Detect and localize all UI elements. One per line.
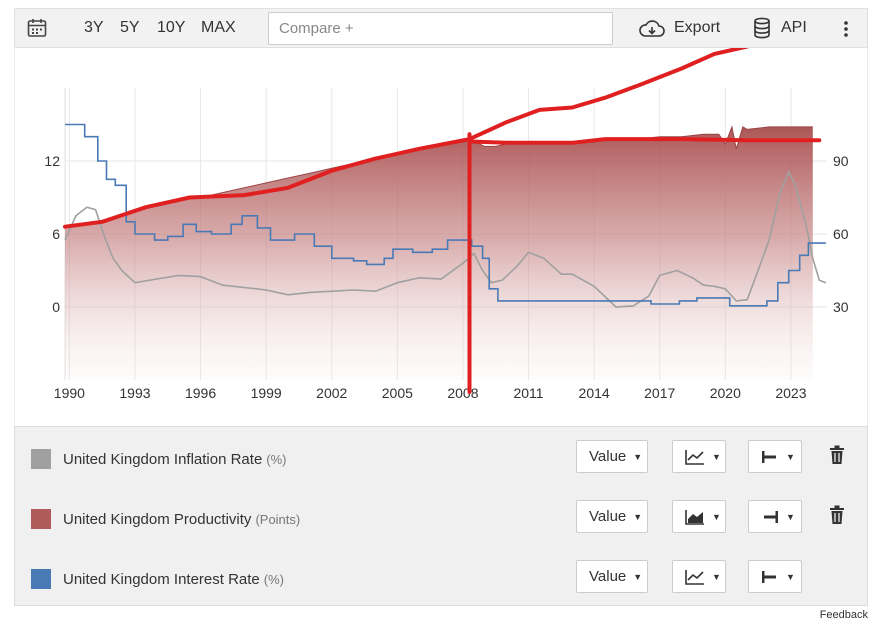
- axis-dropdown[interactable]: ▼: [748, 560, 802, 593]
- value-dropdown-label: Value: [589, 448, 627, 465]
- series-color-swatch[interactable]: [31, 569, 51, 589]
- line-chart-icon: [685, 569, 704, 585]
- export-button[interactable]: Export: [674, 19, 721, 36]
- red-annotation-strokes: [63, 48, 822, 394]
- inflation-rate-line: [64, 170, 827, 308]
- trash-icon[interactable]: [829, 505, 845, 525]
- legend-row-productivity: United Kingdom Productivity (Points) Valu…: [15, 487, 869, 547]
- series-color-swatch[interactable]: [31, 449, 51, 469]
- left-tick-label: 6: [52, 226, 60, 242]
- series-legend-panel: United Kingdom Inflation Rate (%) Value ▼ …: [14, 426, 868, 606]
- caret-down-icon: ▼: [712, 511, 721, 522]
- series-label: United Kingdom Inflation Rate (%): [63, 451, 287, 468]
- trash-icon[interactable]: [829, 445, 845, 465]
- series-color-swatch[interactable]: [31, 509, 51, 529]
- range-3y-button[interactable]: 3Y: [84, 19, 104, 36]
- right-tick-label: 30: [833, 299, 849, 315]
- caret-down-icon: ▼: [786, 511, 795, 522]
- caret-down-icon: ▼: [633, 511, 643, 522]
- x-tick-label: 2008: [447, 385, 478, 401]
- line-chart-icon: [685, 449, 704, 465]
- api-button[interactable]: API: [781, 19, 807, 36]
- cloud-download-icon[interactable]: [639, 19, 665, 39]
- chart-area: 1990 1993 1996 1999 2002 2005 2008 2011 2014 2017…: [14, 48, 868, 426]
- x-tick-label: 1996: [185, 385, 216, 401]
- series-label: United Kingdom Interest Rate (%): [63, 571, 284, 588]
- series-unit: (%): [266, 452, 287, 467]
- x-tick-label: 1999: [251, 385, 282, 401]
- calendar-icon[interactable]: [27, 18, 47, 38]
- x-tick-label: 1990: [54, 385, 85, 401]
- axis-right-icon: [764, 510, 778, 523]
- caret-down-icon: ▼: [786, 571, 795, 582]
- x-tick-label: 2011: [513, 385, 543, 401]
- value-dropdown[interactable]: Value ▼: [576, 560, 648, 593]
- trend-annotation-stroke: [63, 48, 749, 229]
- chart-svg[interactable]: 1990 1993 1996 1999 2002 2005 2008 2011 2014 2017…: [15, 48, 869, 426]
- productivity-line: [64, 125, 813, 228]
- value-dropdown[interactable]: Value ▼: [576, 440, 648, 473]
- chart-type-dropdown[interactable]: ▼: [672, 560, 726, 593]
- x-tick-label: 2020: [710, 385, 741, 401]
- right-tick-label: 90: [833, 153, 849, 169]
- axis-left-icon: [762, 450, 776, 463]
- chart-type-dropdown[interactable]: ▼: [672, 440, 726, 473]
- interest-rate-line: [65, 123, 826, 307]
- range-10y-button[interactable]: 10Y: [157, 19, 186, 36]
- flat-annotation-stroke: [467, 137, 822, 145]
- x-tick-label: 2005: [382, 385, 413, 401]
- legend-row-inflation: United Kingdom Inflation Rate (%) Value ▼ …: [15, 427, 869, 487]
- more-vertical-icon[interactable]: [843, 20, 849, 38]
- x-tick-label: 2023: [775, 385, 806, 401]
- caret-down-icon: ▼: [633, 571, 643, 582]
- range-5y-button[interactable]: 5Y: [120, 19, 140, 36]
- series-unit: (%): [263, 572, 284, 587]
- caret-down-icon: ▼: [633, 451, 643, 462]
- chart-toolbar: 3Y 5Y 10Y MAX Compare + Export API: [14, 8, 868, 48]
- x-tick-label: 2017: [644, 385, 675, 401]
- feedback-link[interactable]: Feedback: [819, 609, 868, 621]
- value-dropdown[interactable]: Value ▼: [576, 500, 648, 533]
- right-tick-label: 60: [833, 226, 849, 242]
- series-name: United Kingdom Interest Rate: [63, 571, 260, 588]
- x-tick-label: 2002: [316, 385, 347, 401]
- legend-row-interest-rate: United Kingdom Interest Rate (%) Value ▼ ▼…: [15, 547, 869, 607]
- series-name: United Kingdom Inflation Rate: [63, 451, 263, 468]
- value-dropdown-label: Value: [589, 568, 627, 585]
- database-icon[interactable]: [753, 17, 771, 39]
- caret-down-icon: ▼: [786, 451, 795, 462]
- chart-type-dropdown[interactable]: ▼: [672, 500, 726, 533]
- x-tick-label: 1993: [119, 385, 150, 401]
- range-max-button[interactable]: MAX: [201, 19, 236, 36]
- left-tick-label: 12: [44, 153, 60, 169]
- series-unit: (Points): [255, 512, 301, 527]
- left-tick-label: 0: [52, 299, 60, 315]
- axis-left-icon: [762, 570, 776, 583]
- compare-input[interactable]: Compare +: [268, 12, 613, 45]
- caret-down-icon: ▼: [712, 451, 721, 462]
- productivity-area: [65, 126, 813, 381]
- area-chart-icon: [685, 509, 704, 525]
- value-dropdown-label: Value: [589, 508, 627, 525]
- series-name: United Kingdom Productivity: [63, 511, 252, 528]
- series-label: United Kingdom Productivity (Points): [63, 511, 300, 528]
- axis-dropdown[interactable]: ▼: [748, 500, 802, 533]
- x-tick-label: 2014: [579, 385, 610, 401]
- caret-down-icon: ▼: [712, 571, 721, 582]
- axis-dropdown[interactable]: ▼: [748, 440, 802, 473]
